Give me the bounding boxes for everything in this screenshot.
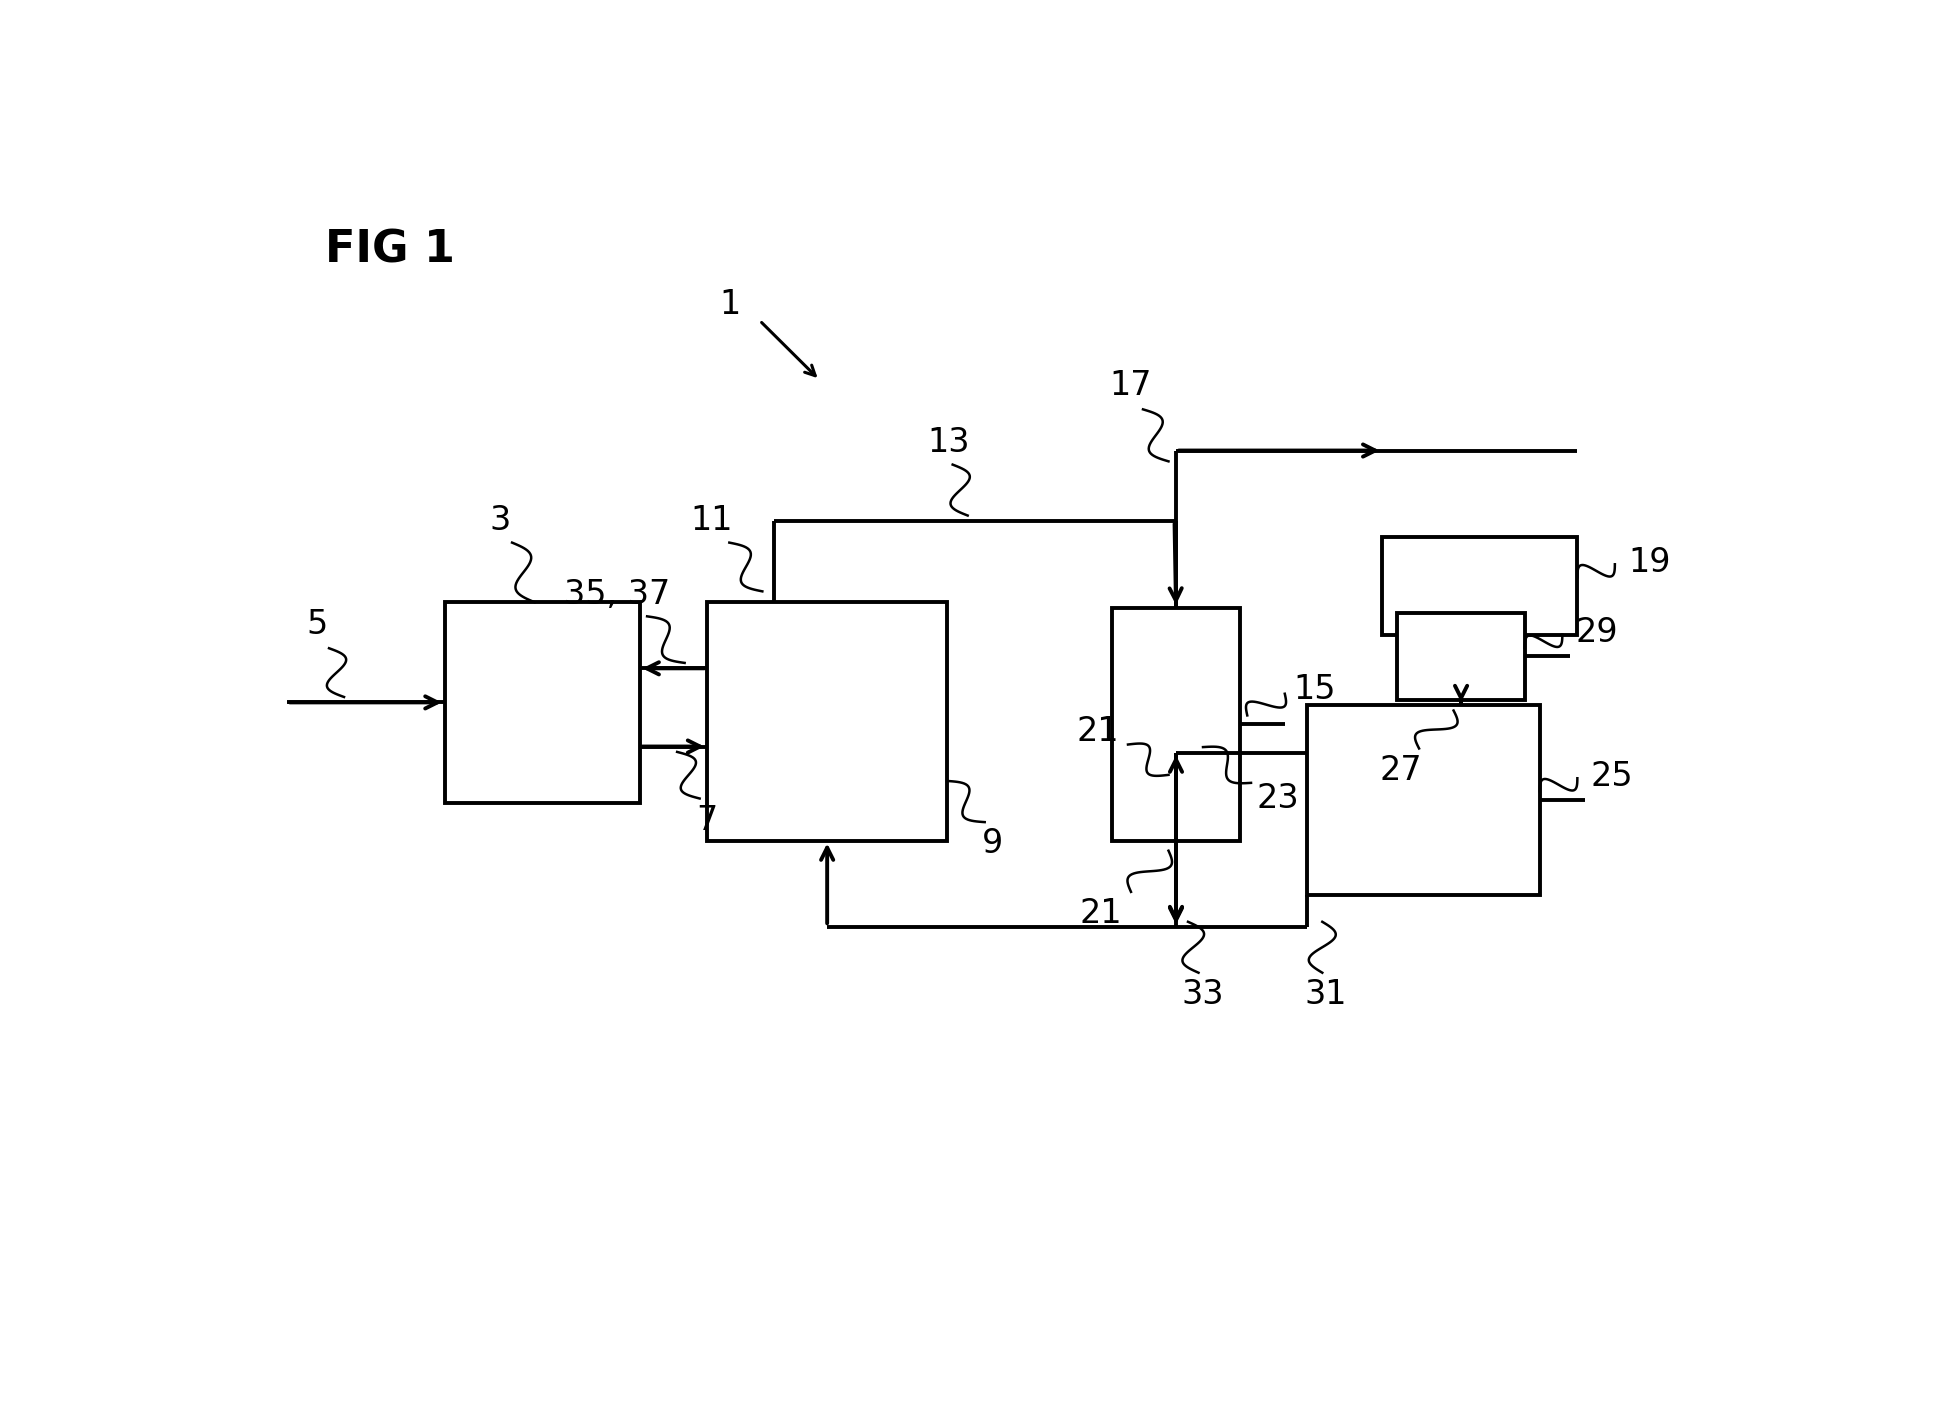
Text: 7: 7	[697, 803, 718, 837]
Text: 15: 15	[1293, 673, 1336, 706]
Bar	[1398, 613, 1526, 699]
Text: 31: 31	[1305, 978, 1347, 1010]
Text: 23: 23	[1256, 781, 1299, 815]
Bar	[1307, 705, 1539, 895]
Text: 3: 3	[490, 505, 511, 537]
Text: 17: 17	[1109, 369, 1152, 402]
Text: FIG 1: FIG 1	[325, 228, 455, 272]
Bar	[445, 602, 639, 802]
Text: 5: 5	[306, 608, 327, 642]
Text: 35, 37: 35, 37	[563, 578, 670, 611]
Text: 9: 9	[982, 827, 1003, 860]
Text: 19: 19	[1628, 546, 1671, 578]
Text: 25: 25	[1591, 760, 1634, 792]
Text: 29: 29	[1576, 616, 1618, 649]
Text: 11: 11	[689, 505, 732, 537]
Text: 21: 21	[1080, 898, 1123, 930]
Text: 27: 27	[1380, 754, 1423, 787]
Bar	[1111, 608, 1239, 840]
Text: 33: 33	[1181, 978, 1224, 1010]
Bar	[707, 602, 947, 840]
Text: 21: 21	[1076, 715, 1119, 749]
Bar	[1382, 537, 1578, 635]
Text: 1: 1	[718, 288, 740, 321]
Text: 13: 13	[927, 426, 970, 460]
